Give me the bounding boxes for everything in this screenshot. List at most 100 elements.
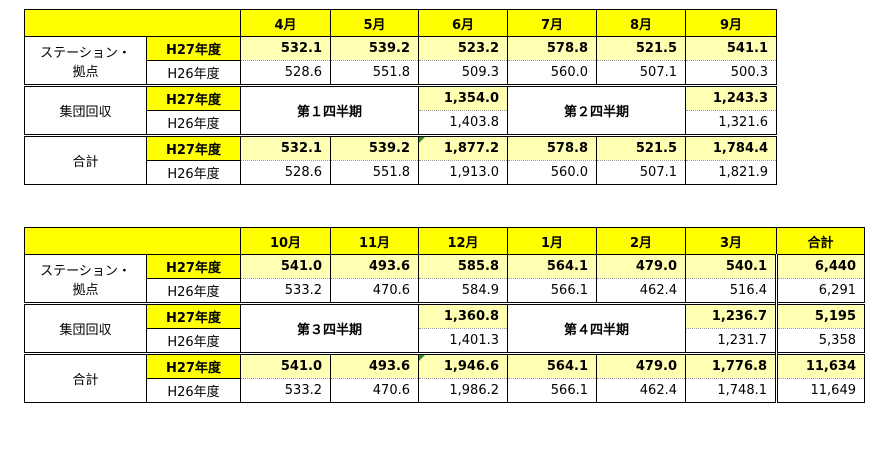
value-cell: 578.8	[507, 134, 597, 161]
category-station: ステーション・ 拠点	[24, 254, 147, 304]
total-cell: 11,649	[775, 378, 865, 403]
year-label-h27: H27年度	[146, 84, 241, 111]
value-cell: 1,748.1	[685, 378, 777, 403]
value-cell: 564.1	[507, 352, 597, 379]
value-cell: 566.1	[507, 278, 597, 304]
value-cell: 1,321.6	[685, 110, 777, 136]
month-header: 6月	[418, 9, 508, 37]
value-cell: 479.0	[596, 254, 686, 279]
value-cell: 1,776.8	[685, 352, 777, 379]
total-h27-row: 合計 H27年度 541.0 493.6 1,946.6 564.1 479.0…	[24, 352, 865, 403]
month-header: 10月	[240, 227, 331, 255]
month-header: 4月	[240, 9, 331, 37]
value-cell: 462.4	[596, 278, 686, 304]
value-cell: 560.0	[507, 160, 597, 185]
year-label-h26: H26年度	[146, 328, 241, 354]
value-cell: 541.0	[240, 254, 331, 279]
header-row: 4月 5月 6月 7月 8月 9月	[24, 9, 777, 37]
value-cell: 1,401.3	[418, 328, 508, 354]
month-header: 2月	[596, 227, 686, 255]
year-label-h27: H27年度	[146, 302, 241, 329]
total-cell: 6,291	[775, 278, 865, 304]
value-cell: 1,360.8	[418, 302, 508, 329]
value-cell: 1,784.4	[685, 134, 777, 161]
year-label-h27: H27年度	[146, 36, 241, 61]
value-cell: 1,231.7	[685, 328, 777, 354]
value-cell: 523.2	[418, 36, 508, 61]
value-cell: 528.6	[240, 60, 331, 86]
month-header: 12月	[418, 227, 508, 255]
category-collect: 集団回収	[24, 302, 147, 354]
total-cell: 5,195	[775, 302, 865, 329]
total-h27-row: 合計 H27年度 532.1 539.2 1,877.2 578.8 521.5…	[24, 134, 777, 185]
category-total: 合計	[24, 352, 147, 403]
value-cell: 564.1	[507, 254, 597, 279]
collect-h26-row: H26年度 1,403.8 1,321.6	[25, 110, 777, 136]
total-h26-row: H26年度 533.2 470.6 1,986.2 566.1 462.4 1,…	[25, 378, 865, 403]
value-cell: 509.3	[418, 60, 508, 86]
collect-h27-row: 集団回収 H27年度 第１四半期 1,354.0 第２四半期 1,243.3	[24, 84, 777, 136]
category-label: 拠点	[72, 64, 99, 80]
header-corner	[24, 9, 241, 37]
year-label-h27: H27年度	[146, 352, 241, 379]
month-header: 11月	[330, 227, 419, 255]
year-label-h27: H27年度	[146, 254, 241, 279]
value-cell: 507.1	[596, 60, 686, 86]
year-label-h26: H26年度	[146, 278, 241, 304]
year-label-h26: H26年度	[146, 110, 241, 136]
value-cell: 539.2	[330, 36, 419, 61]
value-cell: 578.8	[507, 36, 597, 61]
table-oct-mar: 10月 11月 12月 1月 2月 3月 合計 ステーション・ 拠点 H27年度…	[24, 227, 865, 403]
total-cell: 5,358	[775, 328, 865, 354]
category-label: ステーション・	[40, 263, 131, 279]
value-cell: 521.5	[596, 134, 686, 161]
value-cell: 479.0	[596, 352, 686, 379]
station-h27-row: ステーション・ 拠点 H27年度 541.0 493.6 585.8 564.1…	[24, 254, 865, 304]
value-cell: 470.6	[330, 278, 419, 304]
quarter-label: 第１四半期	[240, 84, 419, 136]
value-cell: 528.6	[240, 160, 331, 185]
value-cell: 507.1	[596, 160, 686, 185]
value-cell: 532.1	[240, 36, 331, 61]
month-header: 7月	[507, 9, 597, 37]
value-cell: 551.8	[330, 60, 419, 86]
category-collect: 集団回収	[24, 84, 147, 136]
collect-h27-row: 集団回収 H27年度 第３四半期 1,360.8 第４四半期 1,236.7 5…	[24, 302, 865, 354]
table-apr-sep: 4月 5月 6月 7月 8月 9月 ステーション・ 拠点 H27年度 532.1…	[24, 9, 777, 185]
value-cell: 541.1	[685, 36, 777, 61]
value-cell: 584.9	[418, 278, 508, 304]
value-cell: 532.1	[240, 134, 331, 161]
station-h26-row: H26年度 533.2 470.6 584.9 566.1 462.4 516.…	[25, 278, 865, 304]
value-cell: 493.6	[330, 254, 419, 279]
value-cell: 551.8	[330, 160, 419, 185]
value-cell: 541.0	[240, 352, 331, 379]
value-cell: 462.4	[596, 378, 686, 403]
month-header: 8月	[596, 9, 686, 37]
value-cell: 521.5	[596, 36, 686, 61]
value-cell: 540.1	[685, 254, 777, 279]
value-cell: 1,986.2	[418, 378, 508, 403]
station-h27-row: ステーション・ 拠点 H27年度 532.1 539.2 523.2 578.8…	[24, 36, 777, 86]
value-cell: 585.8	[418, 254, 508, 279]
value-cell: 470.6	[330, 378, 419, 403]
category-station: ステーション・ 拠点	[24, 36, 147, 86]
header-row: 10月 11月 12月 1月 2月 3月 合計	[24, 227, 865, 255]
value-cell: 1,243.3	[685, 84, 777, 111]
quarter-label: 第２四半期	[507, 84, 686, 136]
value-cell: 1,877.2	[418, 134, 508, 161]
value-cell: 516.4	[685, 278, 777, 304]
value-cell: 539.2	[330, 134, 419, 161]
collect-h26-row: H26年度 1,401.3 1,231.7 5,358	[25, 328, 865, 354]
value-cell: 1,913.0	[418, 160, 508, 185]
category-label: ステーション・	[40, 45, 131, 61]
value-cell: 1,403.8	[418, 110, 508, 136]
value-cell: 500.3	[685, 60, 777, 86]
category-label: 拠点	[72, 282, 99, 298]
quarter-label: 第４四半期	[507, 302, 686, 354]
total-header: 合計	[776, 227, 865, 255]
month-header: 9月	[685, 9, 777, 37]
year-label-h26: H26年度	[146, 60, 241, 86]
total-cell: 6,440	[775, 254, 865, 279]
quarter-label: 第３四半期	[240, 302, 419, 354]
value-cell: 566.1	[507, 378, 597, 403]
